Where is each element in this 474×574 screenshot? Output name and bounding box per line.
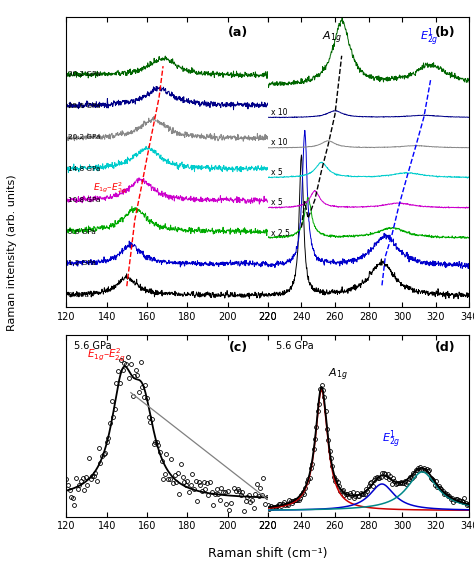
Text: x 10: x 10 <box>271 108 288 117</box>
Text: $A_{1g}$: $A_{1g}$ <box>322 30 341 46</box>
Text: x 10: x 10 <box>271 138 288 147</box>
Text: 0 GPa: 0 GPa <box>68 292 89 297</box>
Text: 10.8 GPa: 10.8 GPa <box>68 197 101 203</box>
Text: 5.6 GPa: 5.6 GPa <box>68 228 96 235</box>
Text: $A_{1g}$: $A_{1g}$ <box>328 367 348 383</box>
Text: (a): (a) <box>228 26 247 39</box>
Text: 5.6 GPa: 5.6 GPa <box>276 341 313 351</box>
Text: (c): (c) <box>228 341 247 354</box>
Text: $E_{1g}$–$E^2_{2g}$: $E_{1g}$–$E^2_{2g}$ <box>92 180 127 196</box>
Text: $E_{1g}$–$E^2_{2g}$: $E_{1g}$–$E^2_{2g}$ <box>86 347 125 364</box>
Text: 30.2 GPa: 30.2 GPa <box>68 72 101 77</box>
Text: 20.2 GPa: 20.2 GPa <box>68 134 101 141</box>
Text: 25.6 GPa: 25.6 GPa <box>68 103 101 109</box>
Text: Raman intensity (arb. units): Raman intensity (arb. units) <box>7 174 17 331</box>
Text: $E^1_{2g}$: $E^1_{2g}$ <box>382 429 401 451</box>
Text: x 2.5: x 2.5 <box>271 228 290 238</box>
Text: $E^1_{2g}$: $E^1_{2g}$ <box>419 27 438 49</box>
Text: x 5: x 5 <box>271 168 283 177</box>
Text: Raman shift (cm⁻¹): Raman shift (cm⁻¹) <box>208 546 328 560</box>
Text: (d): (d) <box>435 341 455 354</box>
Text: x 5: x 5 <box>271 199 283 207</box>
Text: 1.2 GPa: 1.2 GPa <box>68 260 96 266</box>
Text: (b): (b) <box>435 26 455 39</box>
Text: 14.8 GPa: 14.8 GPa <box>68 166 101 172</box>
Text: 5.6 GPa: 5.6 GPa <box>74 341 112 351</box>
